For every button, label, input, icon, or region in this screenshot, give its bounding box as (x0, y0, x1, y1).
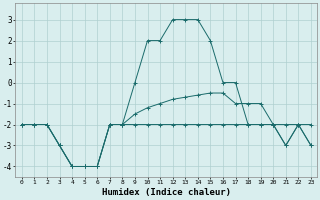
X-axis label: Humidex (Indice chaleur): Humidex (Indice chaleur) (102, 188, 231, 197)
